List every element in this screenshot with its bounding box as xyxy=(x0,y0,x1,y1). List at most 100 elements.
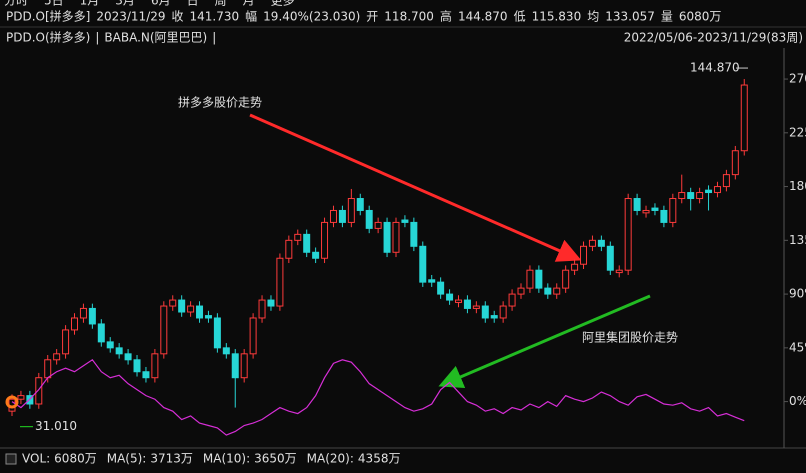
field-value: 141.730 xyxy=(190,10,240,24)
candle-body xyxy=(329,209,337,223)
toolbar-item: 5日 xyxy=(44,0,64,8)
period: 2022/05/06-2023/11/29(83周) xyxy=(624,31,803,45)
toolbar-item: 月 xyxy=(243,0,255,8)
legend-series: BABA.N(阿里巴巴) xyxy=(104,31,207,45)
candle-body xyxy=(276,257,284,307)
candle-body xyxy=(660,209,668,223)
candle-body xyxy=(562,269,570,289)
candle-body xyxy=(722,174,730,188)
candle-body xyxy=(633,198,641,211)
candle-body xyxy=(365,209,373,229)
candle-body xyxy=(517,287,525,295)
candle-body xyxy=(651,207,659,211)
start-dot xyxy=(5,395,19,409)
line-series xyxy=(11,358,745,436)
candle-body xyxy=(392,221,400,253)
candle-body xyxy=(401,219,409,223)
candle-body xyxy=(178,299,186,313)
candle-body xyxy=(303,233,311,253)
candle-body xyxy=(544,287,552,295)
candle-body xyxy=(740,84,748,152)
toolbar-item: 周 xyxy=(215,0,227,8)
candle-body xyxy=(321,221,329,259)
candle-body xyxy=(455,299,462,303)
candle-body xyxy=(79,307,87,319)
candle-body xyxy=(696,192,704,200)
candle-body xyxy=(267,299,275,307)
candle-body xyxy=(553,287,561,295)
candle-body xyxy=(285,239,293,259)
toolbar-item: 分时 xyxy=(4,0,28,8)
vol-label: MA(10): xyxy=(203,452,250,466)
plot xyxy=(8,79,748,436)
high-label: 144.870 xyxy=(690,61,740,75)
candle-body xyxy=(44,359,52,379)
field-value: 118.700 xyxy=(384,10,434,24)
candle-body xyxy=(249,317,257,355)
legend-sep: | xyxy=(212,31,216,45)
y-tick-label: 225 xyxy=(789,125,806,139)
candle-body xyxy=(410,221,418,247)
candle-body xyxy=(35,377,43,405)
candle-body xyxy=(133,359,141,373)
low-label: 31.010 xyxy=(35,419,77,433)
candle-body xyxy=(196,305,204,319)
candle-body xyxy=(356,198,364,211)
candle-body xyxy=(597,239,605,247)
candle-body xyxy=(678,192,686,200)
candle-body xyxy=(294,233,302,241)
candle-body xyxy=(713,186,721,194)
y-tick-label: 45% xyxy=(789,340,806,354)
candle-body xyxy=(606,245,614,271)
legend-main: PDD.O(拼多多) xyxy=(6,31,90,45)
candle-body xyxy=(169,299,177,307)
field-label: 收 xyxy=(172,10,184,24)
candle-body xyxy=(669,198,677,223)
toolbar-item: 日 xyxy=(187,0,199,8)
candle-body xyxy=(160,305,168,355)
candle-body xyxy=(446,293,454,301)
candle-body xyxy=(481,305,489,319)
candle-body xyxy=(222,347,230,355)
annotation: 阿里集团股价走势 xyxy=(582,330,678,345)
candle-body xyxy=(624,198,632,271)
vol-value: 3713万 xyxy=(150,452,193,466)
candle-body xyxy=(97,323,105,343)
annotation-arrow xyxy=(249,113,582,262)
field-value: 19.40%(23.030) xyxy=(263,10,360,24)
candle-body xyxy=(347,198,355,223)
candle-body xyxy=(115,347,123,355)
candle-body xyxy=(187,305,195,313)
candle-body xyxy=(62,329,70,355)
legend-sep: | xyxy=(95,31,99,45)
date: 2023/11/29 xyxy=(96,10,165,24)
vol-label: VOL: xyxy=(22,452,50,466)
vol-label: MA(5): xyxy=(107,452,147,466)
candle-body xyxy=(204,315,212,319)
annotation-arrow xyxy=(438,294,651,388)
field-label: 量 xyxy=(661,10,673,24)
field-value: 6080万 xyxy=(679,10,722,24)
candle-body xyxy=(535,269,543,289)
candle-body xyxy=(231,353,239,379)
candle-body xyxy=(428,279,436,283)
candle-body xyxy=(687,192,695,200)
candle-body xyxy=(17,395,25,400)
annotation: 拼多多股价走势 xyxy=(178,96,262,110)
vol-label: MA(20): xyxy=(307,452,354,466)
candle-body xyxy=(71,317,79,331)
field-label: 开 xyxy=(366,10,378,24)
candle-body xyxy=(580,245,588,265)
vol-value: 3650万 xyxy=(254,452,297,466)
candle-body xyxy=(240,353,248,379)
toolbar-item: 6月 xyxy=(151,0,171,8)
y-tick-label: 135 xyxy=(789,233,806,247)
candle-body xyxy=(53,353,61,361)
candle-body xyxy=(642,209,650,214)
candle-body xyxy=(588,239,596,247)
candle-body xyxy=(151,353,159,379)
toolbar-item: 3月 xyxy=(115,0,135,8)
symbol: PDD.O[拼多多] xyxy=(6,10,90,24)
